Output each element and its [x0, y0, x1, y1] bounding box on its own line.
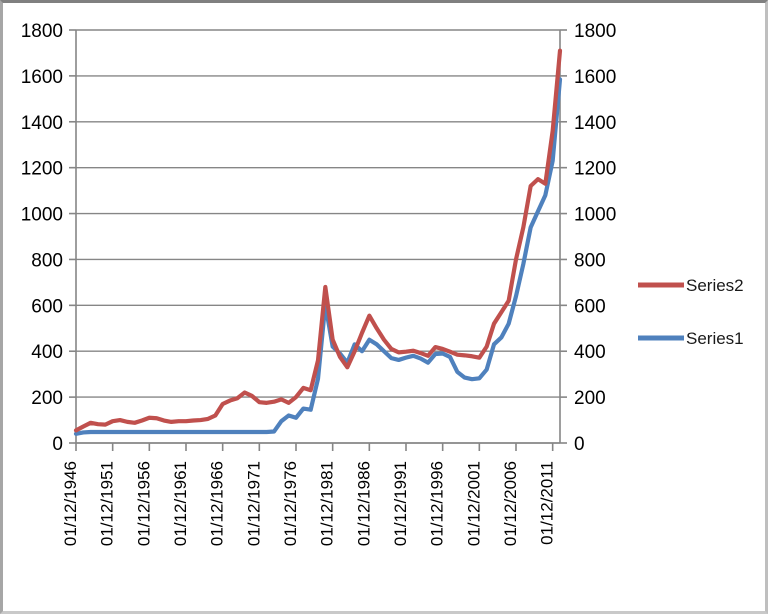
x-axis-tick-label: 01/12/1956 — [134, 461, 153, 546]
x-axis-labels: 01/12/1946 01/12/1951 01/12/1956 01/12/1961… — [61, 461, 557, 546]
x-axis-tick-label: 01/12/1971 — [244, 461, 263, 546]
x-axis-tick-label: 01/12/1986 — [354, 461, 373, 546]
right-axis-tick-label: 800 — [574, 250, 606, 271]
left-axis-tick-label: 1200 — [21, 159, 63, 180]
right-axis-tick-label: 1600 — [574, 67, 616, 88]
x-axis-tick-label: 01/12/1946 — [61, 461, 80, 546]
left-axis-tick-label: 800 — [31, 250, 63, 271]
axis-ticks-group — [69, 29, 567, 451]
gridlines-group — [76, 29, 560, 444]
left-axis-tick-label: 400 — [31, 342, 63, 363]
left-axis-tick-label: 1000 — [21, 205, 63, 226]
left-axis-tick-label: 600 — [31, 296, 63, 317]
right-axis-tick-label: 1200 — [574, 159, 616, 180]
chart-legend: Series2 Series1 — [638, 276, 744, 348]
x-axis-tick-label: 01/12/1951 — [98, 461, 117, 546]
series-line-series2 — [73, 48, 563, 433]
right-axis-tick-label: 200 — [574, 388, 606, 409]
right-axis-tick-label: 1800 — [574, 21, 616, 42]
series-lines-group — [73, 48, 563, 436]
x-axis-tick-label: 01/12/2011 — [538, 461, 557, 545]
x-axis-tick-label: 01/12/1966 — [208, 461, 227, 546]
right-axis-labels: 0 200 400 600 800 1000 1200 1400 1600 1800 — [574, 21, 616, 455]
right-axis-tick-label: 1000 — [574, 205, 616, 226]
series-line-series1 — [73, 77, 563, 436]
x-axis-tick-label: 01/12/2001 — [464, 461, 483, 546]
x-axis-tick-label: 01/12/1976 — [281, 461, 300, 546]
right-axis-tick-label: 600 — [574, 296, 606, 317]
x-axis-tick-label: 01/12/1961 — [171, 461, 190, 546]
right-axis-tick-label: 400 — [574, 342, 606, 363]
right-axis-tick-label: 0 — [574, 434, 585, 455]
legend-label-series1: Series1 — [686, 329, 744, 348]
left-axis-tick-label: 1800 — [21, 21, 63, 42]
line-chart: 0 200 400 600 800 1000 1200 1400 1600 1800 0 200 40… — [21, 21, 744, 546]
x-axis-tick-label: 01/12/1991 — [391, 461, 410, 546]
x-axis-tick-label: 01/12/1981 — [318, 461, 337, 546]
legend-label-series2: Series2 — [686, 276, 744, 295]
left-axis-tick-label: 200 — [31, 388, 63, 409]
right-axis-tick-label: 1400 — [574, 113, 616, 134]
left-axis-labels: 0 200 400 600 800 1000 1200 1400 1600 1800 — [21, 21, 63, 455]
left-axis-tick-label: 0 — [52, 434, 63, 455]
x-axis-tick-label: 01/12/1996 — [428, 461, 447, 546]
left-axis-tick-label: 1600 — [21, 67, 63, 88]
x-axis-tick-label: 01/12/2006 — [501, 461, 520, 546]
left-axis-tick-label: 1400 — [21, 113, 63, 134]
